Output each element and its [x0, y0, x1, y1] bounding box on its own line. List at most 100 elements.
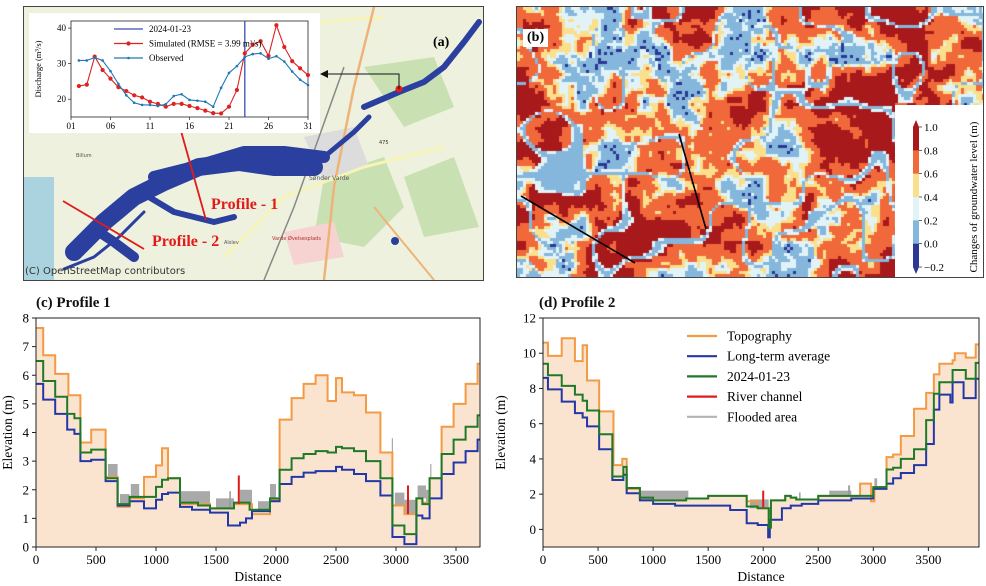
data-point	[219, 86, 223, 90]
data-point	[282, 44, 287, 50]
x-tick-label: 26	[264, 121, 274, 131]
legend-label: Long-term average	[727, 349, 830, 364]
y-axis-label: Elevation (m)	[493, 395, 508, 470]
topography-fill	[36, 328, 480, 547]
data-point	[77, 59, 81, 62]
place-label: Alslev	[224, 240, 239, 246]
discharge-inset: 01 06 11 16 21 26 31 20 30 40 Discharge (m³/s) 2024…	[29, 13, 320, 133]
profile-2-line	[520, 195, 636, 264]
legend-marker	[126, 41, 131, 46]
data-point	[147, 99, 153, 104]
data-point	[275, 54, 278, 58]
flooded-area-bar	[258, 501, 270, 510]
data-point	[171, 101, 176, 106]
flooded-area-bar	[847, 485, 851, 496]
data-point	[259, 52, 262, 55]
legend-label: Topography	[727, 329, 792, 344]
data-point	[226, 104, 232, 109]
data-point	[242, 51, 247, 56]
flooded-area-bar	[229, 491, 231, 509]
x-tick-label: 0	[540, 552, 547, 567]
x-tick-label: 3500	[915, 552, 941, 567]
flooded-area-bar	[240, 489, 252, 505]
data-point	[196, 99, 199, 102]
data-point	[298, 78, 302, 81]
panel-a-map: Sønder Varde Alslev Billum Varde Øvelses…	[23, 6, 484, 281]
colorbar-tick-label: 0.2	[924, 215, 938, 227]
x-tick-label: 06	[106, 121, 116, 131]
y-tick-label: 4	[530, 451, 537, 466]
colorbar-tick-label: 0.6	[924, 169, 938, 181]
colorbar-tick-label: 0.8	[924, 145, 938, 157]
x-tick-label: 2000	[263, 552, 289, 567]
flooded-area-bar	[270, 484, 276, 499]
colorbar-segment	[913, 150, 919, 174]
data-point	[298, 66, 303, 71]
place-label: Billum	[76, 153, 92, 159]
x-tick-label: 31	[304, 121, 313, 131]
series-line-observed	[78, 52, 309, 108]
y-tick-label: 4	[23, 425, 30, 440]
x-tick-label: 1500	[203, 552, 229, 567]
inset-pointer-arrow	[324, 73, 400, 89]
colorbar-extend-min-icon	[913, 267, 919, 274]
flooded-area-bar	[874, 478, 878, 488]
y-tick-label: 2	[530, 487, 537, 502]
x-axis-label: Distance	[234, 569, 281, 584]
data-point	[195, 106, 200, 111]
flooded-area-bar	[216, 498, 234, 509]
data-point	[109, 69, 112, 73]
data-point	[180, 92, 183, 96]
y-tick-label: 6	[23, 368, 30, 383]
flooded-area-bar	[108, 463, 118, 479]
x-tick-label: 1000	[143, 552, 169, 567]
x-tick-label: 0	[33, 552, 40, 567]
y-tick-label: 20	[57, 94, 67, 104]
colorbar-tick-label: 0.0	[924, 239, 938, 251]
flooded-area-bar	[417, 485, 426, 499]
data-point	[155, 101, 160, 106]
place-label: Sønder Varde	[309, 175, 350, 182]
data-point	[266, 53, 271, 58]
flooded-area-bar	[639, 490, 689, 500]
flood-extent	[62, 19, 482, 271]
data-point	[211, 110, 216, 116]
x-tick-label: 1000	[640, 552, 666, 567]
colorbar: 1.0 0.8 0.6 0.4 0.2 0.0 −0.2 Changes of groundw…	[913, 120, 980, 274]
y-tick-label: 8	[23, 311, 30, 326]
data-point	[101, 59, 104, 62]
data-point	[85, 59, 89, 62]
colorbar-segment	[913, 197, 919, 221]
x-tick-label: 500	[588, 552, 608, 567]
data-point	[219, 111, 224, 116]
profile-1-title: (c) Profile 1	[36, 295, 111, 311]
x-tick-label: 500	[86, 552, 106, 567]
y-tick-label: 6	[530, 416, 537, 431]
road-number-label: 475	[379, 140, 389, 146]
data-point	[148, 103, 152, 107]
plot-frame	[70, 20, 309, 118]
water-body	[24, 177, 54, 280]
flooded-area-bar	[829, 490, 852, 496]
legend-marker	[127, 56, 130, 60]
topography-fill	[543, 338, 979, 547]
map-attribution: (C) OpenStreetMap contributors	[25, 266, 186, 277]
flooded-area-bar	[426, 489, 431, 503]
y-tick-label: 7	[23, 339, 30, 354]
colorbar-segment	[913, 243, 919, 268]
data-point	[179, 101, 184, 106]
data-point	[211, 105, 215, 108]
y-tick-label: 0	[23, 540, 30, 555]
y-axis-label: Discharge (m³/s)	[33, 40, 43, 97]
data-point	[132, 101, 136, 105]
profile-2-chart: 0 500 1000 1500 2000 2500 3000 3500 0 2 4 6 8 10 12 Dis…	[493, 311, 980, 584]
data-point	[204, 100, 207, 104]
colorbar-segment	[913, 220, 919, 244]
data-point	[140, 103, 144, 107]
data-point	[84, 82, 89, 87]
colorbar-extend-max-icon	[913, 120, 919, 127]
railway	[263, 66, 345, 280]
data-point	[140, 95, 145, 100]
data-point	[290, 59, 295, 64]
y-tick-label: 2	[23, 482, 30, 497]
